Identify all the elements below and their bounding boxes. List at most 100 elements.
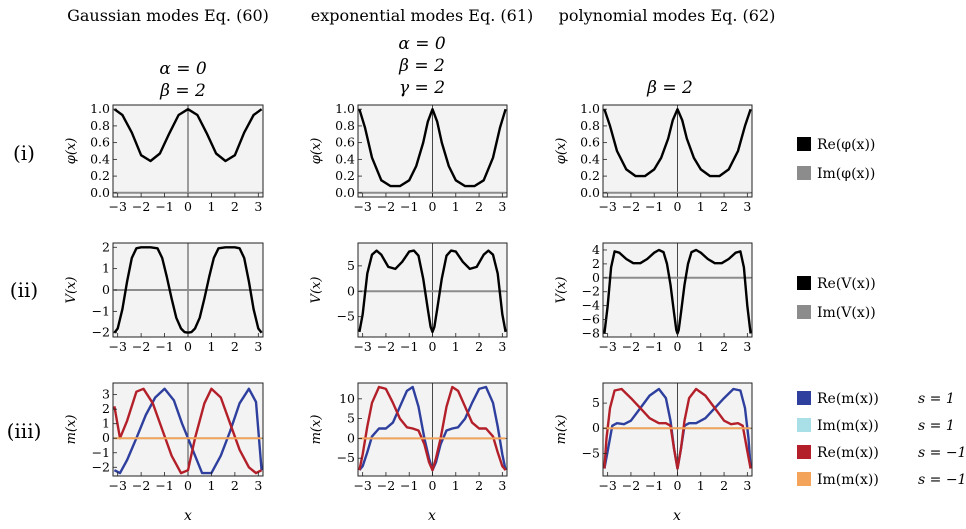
y-axis-label: m(x) xyxy=(554,415,569,445)
x-tick-label: 3 xyxy=(743,339,751,354)
y-tick-label: 0 xyxy=(592,270,600,285)
x-tick-label: −2 xyxy=(377,478,395,493)
legend-label-re-m-sm1: Re(m(x)) xyxy=(817,445,879,461)
y-tick-label: −5 xyxy=(582,445,600,460)
y-tick-label: −8 xyxy=(582,326,600,341)
x-tick-label: 0 xyxy=(184,478,192,493)
row-label-ii: (ii) xyxy=(10,278,38,302)
param-polynomial-beta: β = 2 xyxy=(646,78,693,98)
x-tick-label: −2 xyxy=(132,478,150,493)
legend-label-im-phi: Im(φ(x)) xyxy=(817,166,875,182)
x-tick-label: −1 xyxy=(155,339,173,354)
x-tick-label: −3 xyxy=(598,199,616,214)
y-tick-label: 10 xyxy=(339,391,355,406)
series-line xyxy=(113,108,263,163)
column-title-exponential: exponential modes Eq. (61) xyxy=(311,6,533,25)
x-tick-label: 3 xyxy=(498,478,506,493)
x-tick-label: −2 xyxy=(377,199,395,214)
legend-swatch-im-m-s1 xyxy=(797,418,811,432)
x-tick-label: −3 xyxy=(108,199,126,214)
column-title-polynomial: polynomial modes Eq. (62) xyxy=(559,6,776,25)
legend-label-im-m-sm1: Im(m(x)) xyxy=(817,472,879,488)
y-tick-label: −2 xyxy=(92,459,110,474)
legend-swatch-re-v xyxy=(797,276,811,290)
y-tick-label: 5 xyxy=(592,395,600,410)
series-line xyxy=(603,387,752,470)
x-tick-label: 3 xyxy=(254,339,262,354)
legend-swatch-im-v xyxy=(797,305,811,319)
y-tick-label: 0.8 xyxy=(90,118,110,133)
y-tick-label: 0 xyxy=(347,283,355,298)
x-tick-label: 1 xyxy=(452,339,460,354)
x-tick-label: 1 xyxy=(452,199,460,214)
x-tick-label: −3 xyxy=(353,339,371,354)
x-tick-label: −2 xyxy=(132,339,150,354)
x-tick-label: −3 xyxy=(353,199,371,214)
y-tick-label: −5 xyxy=(337,309,355,324)
x-tick-label: −1 xyxy=(645,339,663,354)
y-tick-label: −4 xyxy=(582,298,600,313)
y-tick-label: 0.8 xyxy=(580,118,600,133)
y-axis-label: m(x) xyxy=(309,415,324,445)
x-tick-label: −1 xyxy=(400,339,418,354)
x-tick-label: 3 xyxy=(743,478,751,493)
x-tick-label: 1 xyxy=(207,199,215,214)
y-tick-label: 0.8 xyxy=(335,118,355,133)
x-tick-label: 2 xyxy=(720,199,728,214)
x-tick-label: −3 xyxy=(353,478,371,493)
y-axis-label: φ(x) xyxy=(554,138,569,165)
param-exponential-alpha: α = 0 xyxy=(398,34,446,54)
y-tick-label: 0.4 xyxy=(580,151,600,166)
y-tick-label: 1 xyxy=(102,416,110,431)
x-tick-label: 3 xyxy=(254,478,262,493)
series-line xyxy=(358,385,507,472)
x-tick-label: 3 xyxy=(498,339,506,354)
x-tick-label: 2 xyxy=(475,339,483,354)
x-tick-label: −1 xyxy=(645,478,663,493)
y-tick-label: 0.0 xyxy=(335,185,355,200)
y-axis-label: φ(x) xyxy=(64,138,79,165)
legend-phi: Re(φ(x)) Im(φ(x)) xyxy=(797,137,875,182)
x-tick-label: −2 xyxy=(622,199,640,214)
x-axis-label-polynomial: x xyxy=(673,508,681,524)
y-tick-label: −1 xyxy=(92,445,110,460)
legend-s-im-m-sm1: s = −1 xyxy=(918,472,966,488)
y-tick-label: −5 xyxy=(337,450,355,465)
legend-label-re-v: Re(V(x)) xyxy=(817,276,876,292)
x-tick-label: 0 xyxy=(184,199,192,214)
y-tick-label: 5 xyxy=(347,258,355,273)
x-tick-label: 3 xyxy=(254,199,262,214)
x-tick-label: 2 xyxy=(231,478,239,493)
x-tick-label: 0 xyxy=(674,339,682,354)
x-tick-label: 2 xyxy=(231,339,239,354)
x-tick-label: 0 xyxy=(674,199,682,214)
x-tick-label: 1 xyxy=(452,478,460,493)
series-line xyxy=(113,246,263,334)
param-gaussian-alpha: α = 0 xyxy=(159,59,207,79)
legend-s-re-m-s1: s = 1 xyxy=(918,391,955,407)
panel-i-exponential: −3 −2 −1 0 1 2 3 0.0 0.2 0.40.6 0.8 1.0 φ(x) xyxy=(309,101,508,214)
x-tick-label: 3 xyxy=(498,199,506,214)
x-tick-label: −1 xyxy=(400,199,418,214)
series-line xyxy=(113,387,263,475)
x-tick-label: −2 xyxy=(377,339,395,354)
y-tick-label: 1.0 xyxy=(90,101,110,116)
legend-v: Re(V(x)) Im(V(x)) xyxy=(797,276,876,321)
x-tick-label: −3 xyxy=(108,339,126,354)
legend-s-re-m-sm1: s = −1 xyxy=(918,445,966,461)
x-tick-label: 0 xyxy=(429,199,437,214)
row-label-iii: (iii) xyxy=(7,419,42,443)
x-tick-label: −2 xyxy=(622,478,640,493)
legend-m: Re(m(x)) s = 1 Im(m(x)) s = 1 Re(m(x)) s… xyxy=(797,391,966,488)
y-tick-label: −2 xyxy=(92,325,110,340)
y-tick-label: 0 xyxy=(102,430,110,445)
y-tick-label: 2 xyxy=(102,239,110,254)
panel-i-gaussian: −3 −2 −1 0 1 2 3 0.0 0.2 0.40.6 0.8 1.0 φ(x) xyxy=(64,101,264,214)
